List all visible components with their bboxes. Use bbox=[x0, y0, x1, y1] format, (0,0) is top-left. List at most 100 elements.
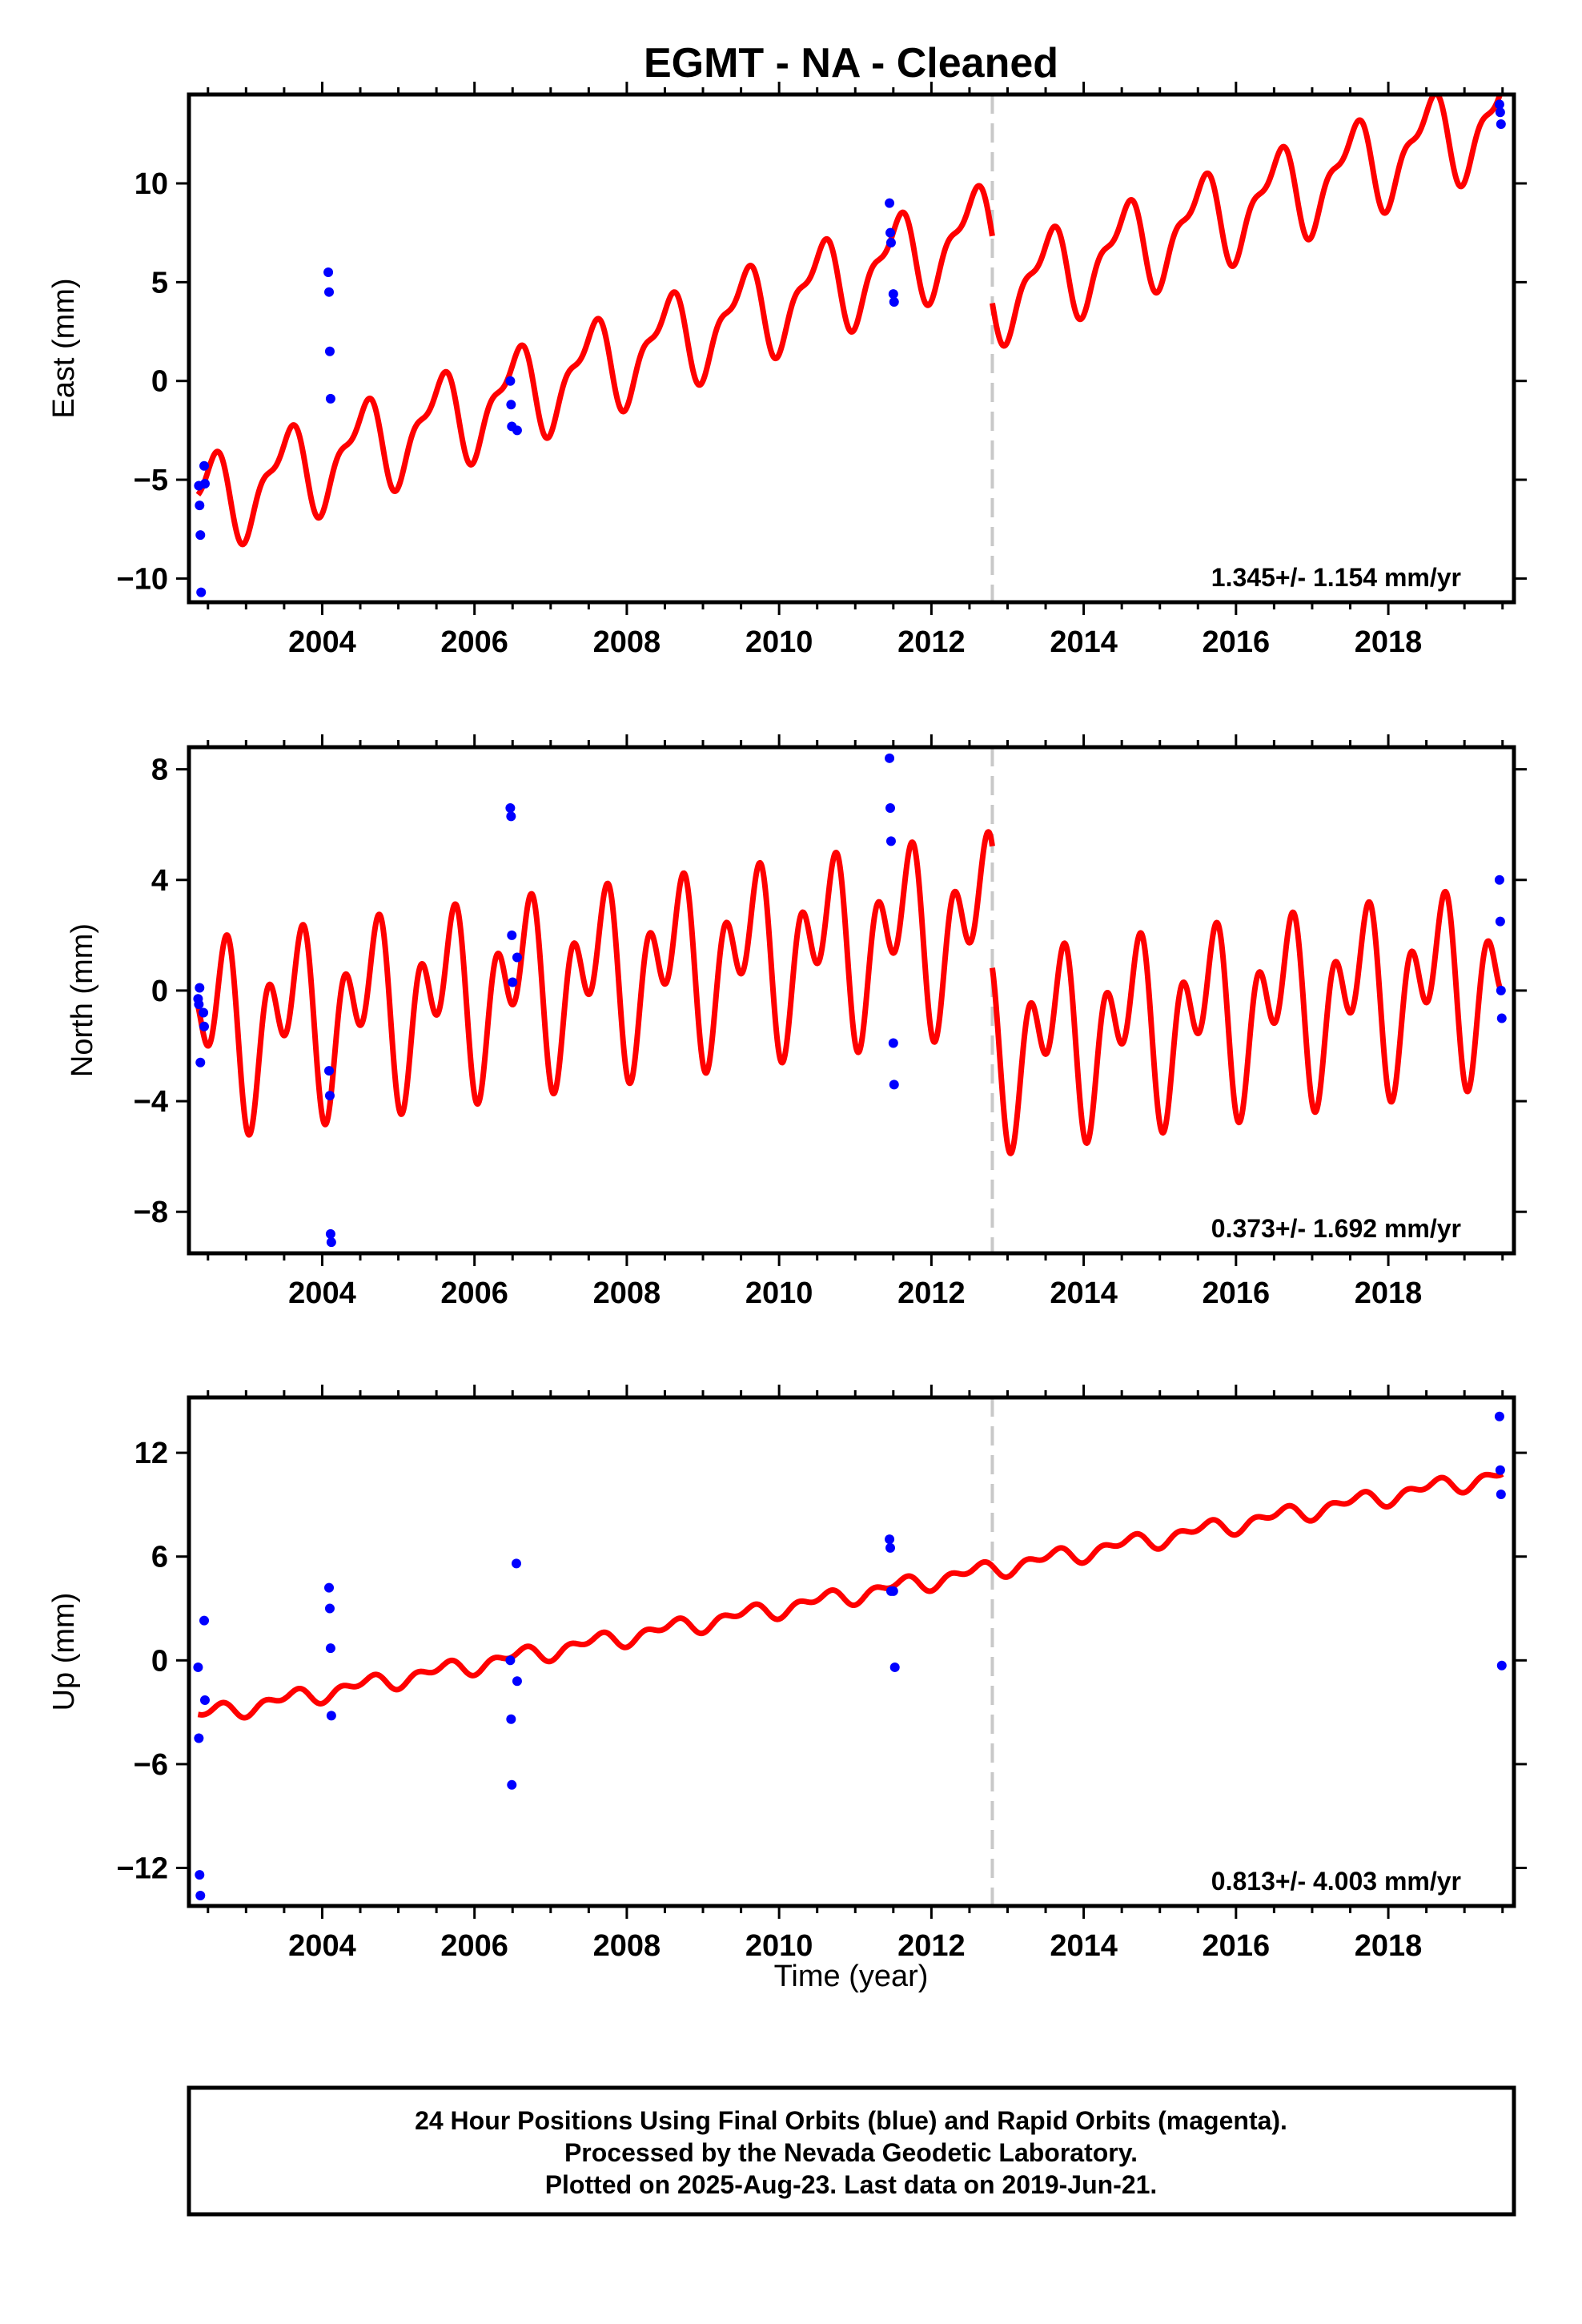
east-x-tick-label: 2006 bbox=[440, 625, 508, 659]
north-data-point bbox=[325, 1228, 335, 1239]
north-data-point bbox=[885, 753, 895, 763]
east-x-tick-label: 2012 bbox=[897, 625, 966, 659]
up-x-tick-label: 2006 bbox=[440, 1929, 508, 1963]
footer-line-3: Plotted on 2025-Aug-23. Last data on 201… bbox=[545, 2170, 1158, 2199]
east-data-point bbox=[1496, 119, 1506, 130]
up-y-tick-label: −12 bbox=[117, 1852, 168, 1885]
up-model-curve-before bbox=[195, 1558, 995, 1721]
east-x-tick-label: 2016 bbox=[1203, 625, 1271, 659]
up-data-point bbox=[325, 1643, 335, 1654]
footer-line-2: Processed by the Nevada Geodetic Laborat… bbox=[564, 2138, 1138, 2167]
up-data-point bbox=[505, 1655, 516, 1666]
north-y-tick-label: 8 bbox=[151, 754, 168, 787]
up-data-point bbox=[507, 1779, 517, 1790]
north-x-tick-label: 2014 bbox=[1050, 1277, 1118, 1310]
up-data-point bbox=[195, 1891, 206, 1901]
east-data-point bbox=[324, 287, 335, 297]
up-data-point bbox=[506, 1714, 516, 1724]
north-data-point bbox=[1494, 875, 1504, 885]
up-y-tick-label: 12 bbox=[135, 1437, 168, 1470]
north-x-tick-label: 2016 bbox=[1203, 1277, 1271, 1310]
up-x-tick-label: 2018 bbox=[1355, 1929, 1423, 1963]
north-data-point bbox=[888, 1038, 898, 1048]
up-data-point bbox=[888, 1586, 898, 1596]
north-data-point bbox=[324, 1091, 335, 1101]
east-data-point bbox=[199, 460, 210, 471]
north-y-tick-label: −8 bbox=[134, 1196, 168, 1229]
east-model-curve-after bbox=[990, 94, 1504, 349]
east-data-point bbox=[888, 289, 898, 300]
east-data-point bbox=[885, 198, 895, 208]
east-x-tick-label: 2004 bbox=[288, 625, 356, 659]
up-data-point bbox=[889, 1662, 900, 1672]
east-data-point bbox=[506, 400, 516, 410]
up-data-point bbox=[885, 1534, 895, 1545]
east-data-point bbox=[885, 238, 896, 248]
north-y-tick-label: 4 bbox=[151, 864, 168, 898]
east-data-point bbox=[195, 501, 205, 511]
up-data-point bbox=[326, 1711, 336, 1721]
up-data-point bbox=[199, 1615, 210, 1626]
up-data-point bbox=[195, 1870, 205, 1880]
east-y-tick-label: 0 bbox=[151, 365, 168, 399]
up-x-tick-label: 2016 bbox=[1203, 1929, 1271, 1963]
north-model-curve-before bbox=[195, 829, 995, 1138]
up-model-curve-after bbox=[990, 1471, 1505, 1580]
north-data-point bbox=[885, 836, 896, 846]
up-data-point bbox=[885, 1542, 896, 1553]
east-data-point bbox=[1494, 99, 1504, 110]
north-data-point bbox=[1496, 985, 1506, 995]
east-x-tick-label: 2014 bbox=[1050, 625, 1118, 659]
north-y-tick-label: −4 bbox=[134, 1085, 168, 1119]
east-data-point bbox=[199, 478, 210, 489]
east-data-point bbox=[885, 227, 896, 238]
north-plot-frame bbox=[187, 745, 1516, 1256]
east-x-tick-label: 2010 bbox=[745, 625, 813, 659]
up-y-axis-label: Up (mm) bbox=[47, 1593, 81, 1711]
east-data-point bbox=[196, 587, 207, 597]
east-y-axis-label: East (mm) bbox=[47, 278, 81, 418]
up-data-point bbox=[194, 1733, 204, 1743]
east-x-tick-label: 2018 bbox=[1355, 625, 1423, 659]
up-data-point bbox=[324, 1582, 335, 1593]
north-data-point bbox=[505, 802, 516, 813]
x-axis-label: Time (year) bbox=[774, 1960, 929, 1993]
north-panel: 2004 2006 2008 2010 2012 2014 2016 2018 −8 −4 0 4 8 N… bbox=[66, 734, 1527, 1310]
up-x-tick-label: 2008 bbox=[593, 1929, 661, 1963]
east-data-point bbox=[325, 393, 335, 404]
north-x-tick-label: 2012 bbox=[897, 1277, 966, 1310]
north-data-point bbox=[1496, 1013, 1507, 1023]
north-data-point bbox=[194, 999, 204, 1010]
up-plot-frame bbox=[187, 1395, 1516, 1908]
east-data-point bbox=[1495, 107, 1505, 118]
east-x-tick-label: 2008 bbox=[593, 625, 661, 659]
up-data-point bbox=[512, 1676, 522, 1687]
up-data-point bbox=[199, 1695, 210, 1705]
up-y-tick-label: −6 bbox=[134, 1748, 168, 1782]
north-data-point bbox=[885, 802, 896, 813]
north-data-point bbox=[199, 1021, 210, 1031]
up-data-point bbox=[511, 1558, 521, 1569]
north-data-point bbox=[195, 983, 205, 993]
up-data-point bbox=[1496, 1489, 1506, 1499]
east-data-point bbox=[323, 267, 334, 278]
north-data-point bbox=[507, 930, 517, 940]
up-x-tick-label: 2010 bbox=[745, 1929, 813, 1963]
up-panel: 2004 2006 2008 2010 2012 2014 2016 2018 −12 −6 0 6 1… bbox=[47, 1385, 1527, 1963]
north-data-point bbox=[889, 1080, 899, 1090]
figure-title: EGMT - NA - Cleaned bbox=[644, 40, 1058, 86]
footer-frame bbox=[187, 2085, 1516, 2217]
up-data-point bbox=[1495, 1465, 1505, 1475]
north-x-tick-label: 2004 bbox=[288, 1277, 356, 1310]
east-data-point bbox=[889, 297, 899, 308]
footer-line-1: 24 Hour Positions Using Final Orbits (bl… bbox=[415, 2106, 1287, 2135]
north-data-point bbox=[195, 1057, 206, 1068]
up-y-tick-label: 6 bbox=[151, 1541, 168, 1574]
north-data-point bbox=[324, 1066, 335, 1076]
north-data-point bbox=[1495, 916, 1505, 927]
east-data-point bbox=[512, 425, 522, 436]
east-y-tick-label: 10 bbox=[135, 167, 168, 201]
north-model-curve-after bbox=[989, 888, 1505, 1156]
east-y-tick-label: −10 bbox=[117, 562, 168, 596]
